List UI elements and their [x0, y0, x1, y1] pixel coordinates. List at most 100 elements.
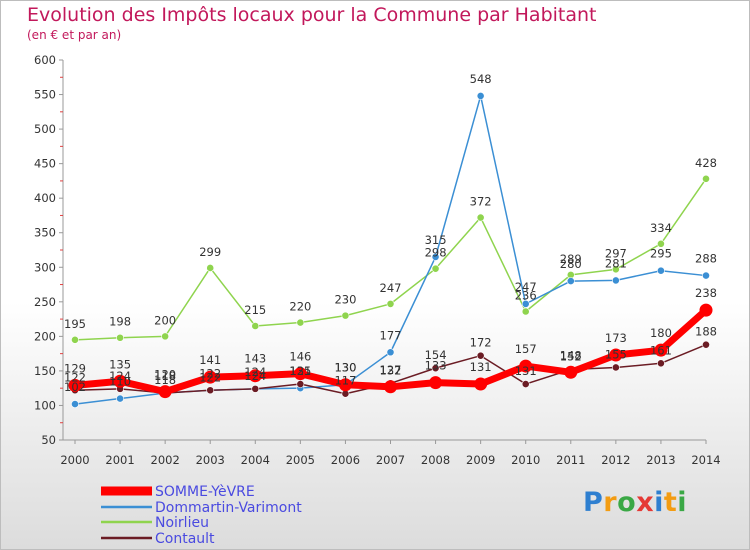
- data-label: 177: [380, 328, 402, 342]
- data-point: [699, 303, 713, 317]
- data-point: [431, 364, 440, 373]
- data-label: 130: [334, 361, 356, 375]
- data-point: [158, 385, 172, 399]
- data-point: [654, 343, 668, 357]
- data-label: 118: [154, 369, 176, 383]
- data-point: [564, 365, 578, 379]
- data-point: [71, 400, 79, 408]
- data-label: 102: [64, 380, 86, 394]
- data-point: [476, 213, 485, 222]
- y-tick-label: 300: [34, 260, 56, 274]
- x-tick-label: 2008: [421, 453, 450, 467]
- data-label: 157: [515, 342, 537, 356]
- data-label: 188: [695, 325, 717, 339]
- data-label: 130: [334, 361, 356, 375]
- data-label: 195: [64, 317, 86, 331]
- logo-letter: t: [663, 487, 678, 518]
- y-tick-label: 400: [34, 191, 56, 205]
- x-tick-label: 2001: [105, 453, 134, 467]
- data-label: 173: [605, 331, 627, 345]
- data-label: 154: [425, 348, 447, 362]
- data-label: 124: [109, 369, 131, 383]
- data-label: 247: [515, 280, 537, 294]
- x-tick-label: 2003: [196, 453, 225, 467]
- data-point: [519, 359, 533, 373]
- data-point: [248, 369, 262, 383]
- data-label: 131: [289, 364, 311, 378]
- data-label: 122: [64, 370, 86, 384]
- data-label: 161: [650, 343, 672, 357]
- data-point: [341, 311, 350, 320]
- data-point: [161, 332, 170, 341]
- data-label: 124: [244, 365, 266, 379]
- data-label: 110: [109, 375, 131, 389]
- proxiti-logo: Proxiti: [583, 487, 687, 518]
- data-point: [657, 359, 665, 368]
- y-tick-label: 150: [34, 364, 56, 378]
- logo-letter: o: [617, 487, 637, 518]
- data-label: 125: [289, 364, 311, 378]
- y-tick-label: 600: [34, 53, 56, 67]
- data-point: [521, 299, 530, 308]
- logo-letter: i: [677, 487, 688, 518]
- data-point: [702, 174, 710, 183]
- data-point: [116, 333, 124, 342]
- data-label: 133: [425, 359, 447, 373]
- data-point: [657, 266, 665, 275]
- data-point: [384, 380, 397, 394]
- data-point: [521, 307, 530, 316]
- data-label: 127: [380, 363, 402, 377]
- data-label: 143: [244, 352, 266, 366]
- x-tick-label: 2009: [466, 453, 495, 467]
- data-point: [71, 335, 79, 344]
- data-label: 198: [109, 315, 131, 329]
- x-tick-label: 2004: [241, 453, 270, 467]
- data-point: [429, 376, 443, 390]
- data-point: [203, 370, 217, 384]
- x-tick-label: 2002: [151, 453, 180, 467]
- data-label: 131: [515, 364, 537, 378]
- data-point: [251, 384, 260, 393]
- data-point: [386, 299, 395, 308]
- logo-letter: P: [583, 487, 604, 518]
- data-label: 180: [650, 326, 672, 340]
- x-tick-label: 2011: [556, 453, 585, 467]
- data-point: [657, 239, 665, 248]
- legend-label: SOMME-YèVRE: [155, 484, 255, 500]
- data-label: 289: [560, 252, 582, 266]
- x-tick-label: 2010: [511, 453, 540, 467]
- data-label: 146: [289, 350, 311, 364]
- data-point: [296, 380, 305, 388]
- data-label: 428: [695, 156, 717, 170]
- logo-letter: r: [603, 487, 618, 518]
- data-point: [113, 374, 127, 388]
- data-label: 118: [154, 373, 176, 387]
- data-point: [521, 380, 530, 388]
- data-point: [431, 253, 440, 261]
- data-point: [611, 363, 620, 372]
- data-label: 298: [425, 246, 447, 260]
- data-label: 334: [650, 221, 672, 235]
- y-tick-label: 200: [34, 329, 56, 343]
- data-point: [609, 348, 623, 362]
- data-label: 172: [470, 336, 492, 350]
- data-label: 280: [560, 257, 582, 271]
- data-point: [296, 318, 305, 327]
- data-label: 288: [695, 252, 717, 266]
- data-label: 131: [470, 360, 492, 374]
- y-tick-label: 100: [34, 398, 56, 412]
- legend-label: Noirlieu: [155, 515, 209, 531]
- chart-title: Evolution des Impôts locaux pour la Comm…: [27, 4, 597, 26]
- data-point: [474, 377, 488, 391]
- data-label: 247: [380, 281, 402, 295]
- data-label: 129: [64, 361, 86, 375]
- logo-letter: x: [636, 487, 655, 518]
- y-tick-label: 450: [34, 157, 56, 171]
- data-point: [251, 322, 260, 330]
- data-label: 238: [695, 286, 717, 300]
- data-point: [702, 271, 710, 280]
- data-point: [611, 276, 620, 285]
- y-tick-label: 50: [41, 433, 56, 447]
- y-tick-label: 350: [34, 226, 56, 240]
